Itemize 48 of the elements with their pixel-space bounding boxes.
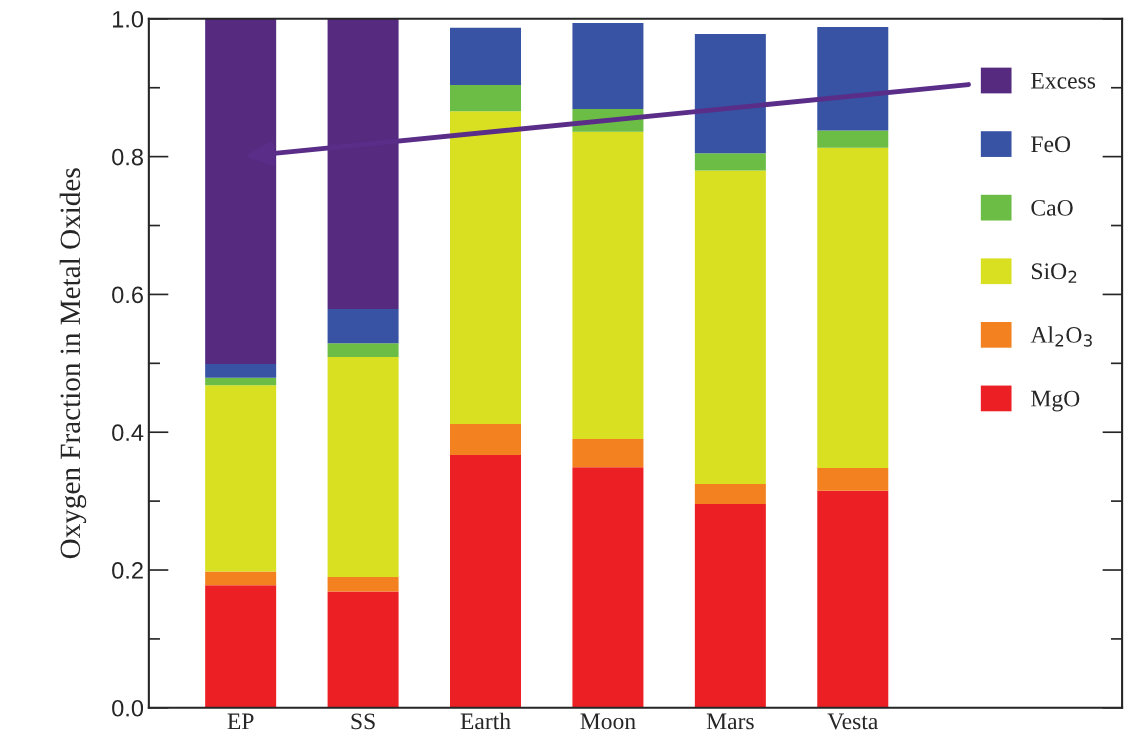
y-tick-label: 0.4 <box>112 424 144 442</box>
y-tick-label: 1.0 <box>112 10 144 28</box>
bar <box>817 130 889 148</box>
bar <box>450 423 522 455</box>
x-tick-label: EP <box>227 713 254 730</box>
bar <box>694 483 766 504</box>
bar <box>694 170 766 484</box>
bar <box>205 385 277 572</box>
bar <box>817 468 889 491</box>
x-tick-label: Earth <box>460 712 511 730</box>
bar <box>205 364 277 378</box>
y-axis-title: Oxygen Fraction in Metal Oxides <box>59 168 87 559</box>
bar <box>450 454 522 708</box>
legend-label: MgO <box>1031 390 1080 412</box>
bar <box>450 27 522 85</box>
x-tick-label: Moon <box>580 713 636 730</box>
bar <box>205 571 277 586</box>
legend-label: SiO$_{2}$ <box>1031 263 1077 283</box>
bar <box>817 147 889 469</box>
bar <box>205 377 277 386</box>
bar <box>694 33 766 154</box>
bar <box>572 22 644 110</box>
bar <box>450 84 522 112</box>
legend-label: CaO <box>1031 199 1073 216</box>
bar <box>572 131 644 440</box>
legend-label: Excess <box>1031 72 1096 89</box>
legend-label: FeO <box>1031 136 1071 153</box>
bar <box>817 490 889 708</box>
x-tick-label: Mars <box>706 713 754 730</box>
bar <box>817 27 889 131</box>
y-tick-label: 0.2 <box>112 562 143 579</box>
bar <box>450 111 522 424</box>
bar <box>572 439 644 468</box>
bar <box>694 503 766 708</box>
bar <box>327 343 399 358</box>
bar <box>694 153 766 171</box>
y-tick-label: 0.0 <box>112 699 144 717</box>
bar <box>327 576 399 592</box>
x-tick-label: Vesta <box>827 713 879 730</box>
x-tick-label: SS <box>351 713 375 730</box>
bar <box>572 467 644 708</box>
bar <box>327 357 399 577</box>
bar <box>327 591 399 708</box>
bar <box>205 585 277 708</box>
y-tick-label: 0.6 <box>112 286 143 304</box>
y-tick-label: 0.8 <box>112 148 143 166</box>
bar <box>327 308 399 344</box>
legend-label: Al$_{2}$O$_{3}$ <box>1030 326 1092 347</box>
